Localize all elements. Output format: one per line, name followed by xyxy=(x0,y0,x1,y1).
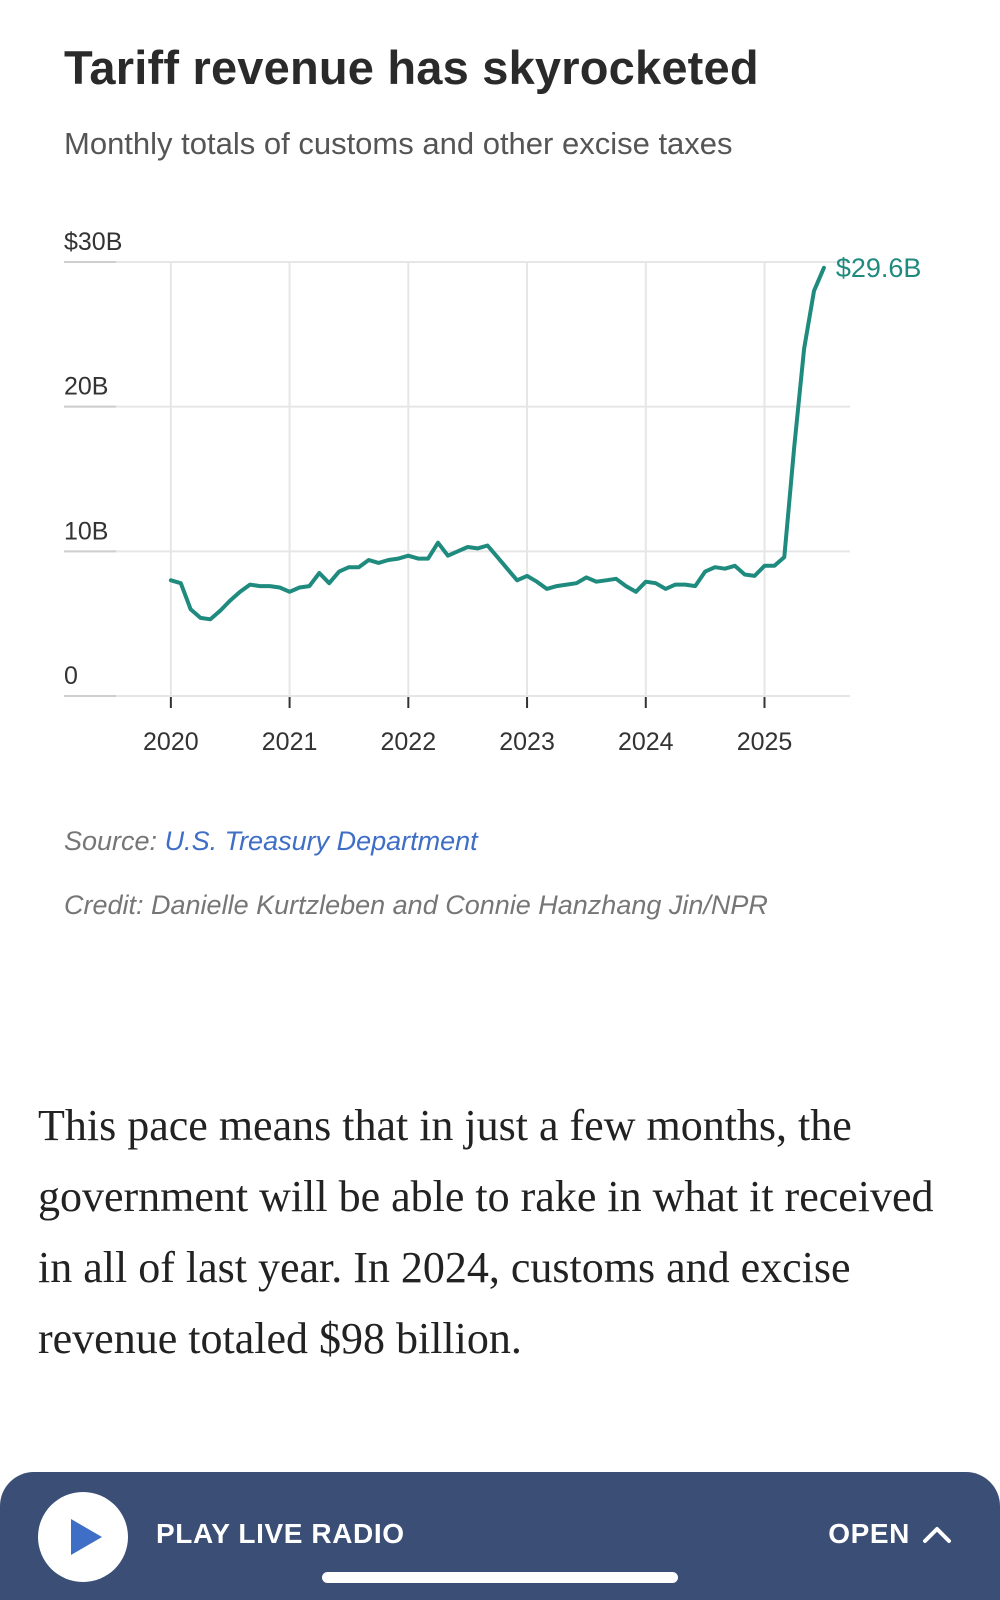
source-prefix: Source: xyxy=(64,826,165,856)
play-icon xyxy=(71,1519,102,1555)
series-end-label: $29.6B xyxy=(836,253,922,283)
x-tick-label-2022: 2022 xyxy=(381,728,437,756)
article-paragraph: This pace means that in just a few month… xyxy=(38,1101,934,1363)
play-live-radio-label: PLAY LIVE RADIO xyxy=(156,1518,405,1549)
chart-gridlines xyxy=(64,261,850,708)
x-tick-label-2021: 2021 xyxy=(262,728,318,756)
source-link[interactable]: U.S. Treasury Department xyxy=(164,826,478,856)
open-label: OPEN xyxy=(828,1518,910,1549)
x-tick-label-2025: 2025 xyxy=(737,728,793,756)
chart-axis-labels: 2020 2021 2022 2023 2024 2025 0 10B 20B $30B xyxy=(64,228,792,756)
y-tick-label-10: 10B xyxy=(64,517,108,545)
line-chart: 2020 2021 2022 2023 2024 2025 0 10B 20B $30B $29.… xyxy=(64,228,922,756)
y-tick-label-0: 0 xyxy=(64,662,78,690)
x-tick-label-2024: 2024 xyxy=(618,728,674,756)
chevron-up-icon xyxy=(923,1527,951,1543)
x-tick-label-2023: 2023 xyxy=(499,728,555,756)
home-indicator xyxy=(322,1572,678,1583)
live-radio-bar[interactable]: PLAY LIVE RADIO OPEN xyxy=(0,1472,1000,1600)
y-tick-label-30: $30B xyxy=(64,228,122,256)
series-line-0 xyxy=(168,265,826,622)
x-tick-label-2020: 2020 xyxy=(143,728,199,756)
y-tick-label-20: 20B xyxy=(64,373,108,401)
chart-title: Tariff revenue has skyrocketed xyxy=(64,41,759,94)
source-line: Source: U.S. Treasury Department xyxy=(64,826,478,857)
open-button[interactable]: OPEN xyxy=(828,1512,952,1556)
play-button[interactable] xyxy=(38,1492,128,1582)
chart-credit: Credit: Danielle Kurtzleben and Connie H… xyxy=(64,890,768,920)
chart-series: $29.6B xyxy=(168,253,922,622)
chart-subtitle: Monthly totals of customs and other exci… xyxy=(64,126,733,161)
